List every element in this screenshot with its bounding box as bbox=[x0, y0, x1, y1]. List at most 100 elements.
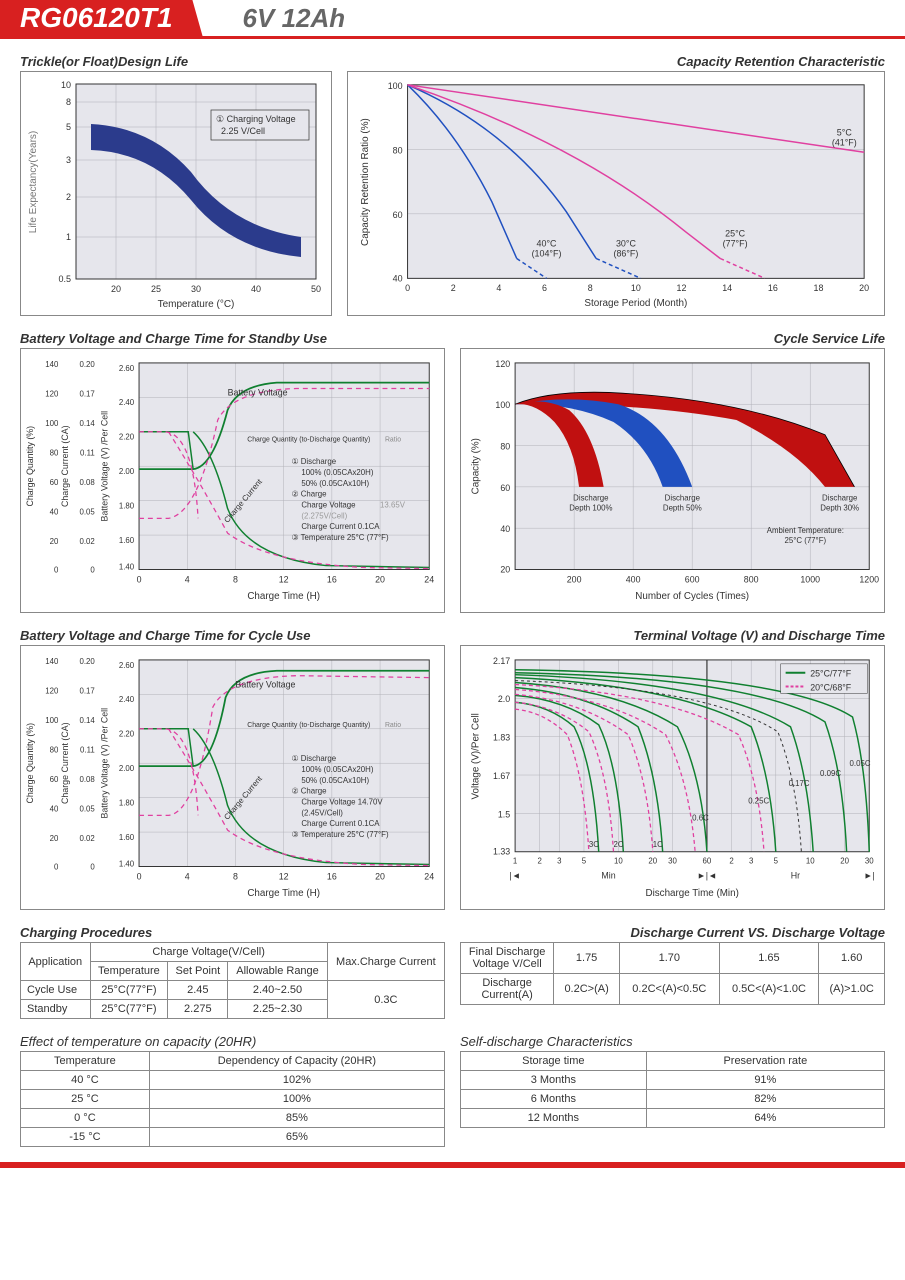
svg-text:Charge Current 0.1CA: Charge Current 0.1CA bbox=[301, 819, 380, 828]
svg-text:0.08: 0.08 bbox=[79, 775, 95, 784]
svg-text:100: 100 bbox=[495, 400, 510, 410]
chart5-title: Battery Voltage and Charge Time for Cycl… bbox=[20, 628, 445, 643]
svg-text:(86°F): (86°F) bbox=[613, 249, 638, 259]
svg-text:800: 800 bbox=[744, 574, 759, 584]
svg-text:1200: 1200 bbox=[859, 574, 879, 584]
svg-text:1.60: 1.60 bbox=[119, 833, 135, 842]
svg-text:Charge Time (H): Charge Time (H) bbox=[247, 888, 320, 899]
svg-text:20: 20 bbox=[840, 857, 849, 866]
svg-text:2.60: 2.60 bbox=[119, 364, 135, 373]
svg-text:Discharge: Discharge bbox=[665, 494, 701, 503]
svg-text:0: 0 bbox=[54, 565, 59, 574]
svg-text:Voltage (V)/Per Cell: Voltage (V)/Per Cell bbox=[471, 713, 482, 799]
svg-text:Charge Quantity (%): Charge Quantity (%) bbox=[25, 723, 35, 804]
svg-text:3: 3 bbox=[557, 857, 562, 866]
svg-text:Ratio: Ratio bbox=[385, 722, 401, 729]
svg-text:Discharge Time (Min): Discharge Time (Min) bbox=[645, 888, 738, 899]
table-row: -15 °C65% bbox=[21, 1128, 445, 1147]
svg-text:10: 10 bbox=[631, 283, 641, 293]
svg-text:30°C: 30°C bbox=[616, 239, 636, 249]
table-row: 3 Months91% bbox=[461, 1071, 885, 1090]
svg-text:Ratio: Ratio bbox=[385, 437, 401, 444]
svg-text:8: 8 bbox=[233, 574, 238, 584]
svg-text:Charge Current (CA): Charge Current (CA) bbox=[60, 425, 70, 507]
svg-text:2: 2 bbox=[66, 192, 71, 202]
table-row: 6 Months82% bbox=[461, 1090, 885, 1109]
svg-text:0.20: 0.20 bbox=[79, 657, 95, 666]
svg-text:2.20: 2.20 bbox=[119, 730, 135, 739]
svg-text:14: 14 bbox=[722, 283, 732, 293]
svg-text:2: 2 bbox=[451, 283, 456, 293]
svg-text:Battery Voltage (V) /Per Cell: Battery Voltage (V) /Per Cell bbox=[100, 708, 110, 819]
content: Trickle(or Float)Design Life ① Charging … bbox=[0, 54, 905, 1147]
svg-text:30: 30 bbox=[191, 284, 201, 294]
page-header: RG06120T1 6V 12Ah bbox=[0, 0, 905, 39]
svg-text:25: 25 bbox=[151, 284, 161, 294]
svg-text:Battery Voltage: Battery Voltage bbox=[228, 387, 288, 397]
svg-text:(104°F): (104°F) bbox=[532, 249, 562, 259]
self-discharge-table: Storage timePreservation rate 3 Months91… bbox=[460, 1051, 885, 1128]
svg-text:0.05C: 0.05C bbox=[850, 759, 871, 768]
svg-text:Charge Quantity (to-Discharge: Charge Quantity (to-Discharge Quantity) bbox=[247, 722, 370, 729]
svg-text:① Discharge: ① Discharge bbox=[292, 754, 337, 763]
svg-text:40: 40 bbox=[500, 524, 510, 534]
svg-text:0: 0 bbox=[90, 862, 95, 871]
svg-text:5: 5 bbox=[66, 122, 71, 132]
svg-text:40: 40 bbox=[393, 273, 403, 283]
svg-text:25°C (77°F): 25°C (77°F) bbox=[784, 536, 826, 545]
svg-text:1.40: 1.40 bbox=[119, 563, 135, 572]
svg-text:30: 30 bbox=[865, 857, 874, 866]
table-header: Charge Voltage(V/Cell) bbox=[90, 943, 327, 962]
svg-text:0.6C: 0.6C bbox=[692, 813, 709, 822]
svg-text:140: 140 bbox=[45, 657, 59, 666]
svg-text:100% (0.05CAx20H): 100% (0.05CAx20H) bbox=[301, 468, 373, 477]
svg-text:0: 0 bbox=[405, 283, 410, 293]
svg-text:60: 60 bbox=[703, 857, 712, 866]
svg-text:2.25 V/Cell: 2.25 V/Cell bbox=[221, 126, 265, 136]
svg-text:Charge Current 0.1CA: Charge Current 0.1CA bbox=[301, 522, 380, 531]
table-header: Preservation rate bbox=[646, 1052, 884, 1071]
svg-text:25°C: 25°C bbox=[725, 229, 745, 239]
svg-text:0.17: 0.17 bbox=[79, 686, 94, 695]
svg-text:2C: 2C bbox=[613, 840, 623, 849]
svg-text:12: 12 bbox=[279, 574, 289, 584]
svg-text:50% (0.05CAx10H): 50% (0.05CAx10H) bbox=[301, 776, 369, 785]
svg-text:24: 24 bbox=[424, 574, 434, 584]
svg-text:Min: Min bbox=[601, 870, 615, 880]
svg-text:1.83: 1.83 bbox=[493, 733, 510, 743]
svg-text:② Charge: ② Charge bbox=[292, 787, 328, 796]
svg-text:1.67: 1.67 bbox=[493, 771, 510, 781]
svg-text:0: 0 bbox=[137, 574, 142, 584]
svg-text:20: 20 bbox=[111, 284, 121, 294]
svg-text:5: 5 bbox=[774, 857, 779, 866]
svg-text:20: 20 bbox=[648, 857, 657, 866]
svg-text:Capacity (%): Capacity (%) bbox=[471, 438, 482, 494]
svg-text:50% (0.05CAx10H): 50% (0.05CAx10H) bbox=[301, 479, 369, 488]
svg-text:5°C: 5°C bbox=[837, 127, 853, 137]
svg-text:140: 140 bbox=[45, 360, 59, 369]
chart6: 25°C/77°F 20°C/68°F 3C2C1C 0.6C0.25C 0.1… bbox=[460, 645, 885, 910]
chart1-title: Trickle(or Float)Design Life bbox=[20, 54, 332, 69]
svg-text:0.02: 0.02 bbox=[79, 537, 94, 546]
chart4-title: Cycle Service Life bbox=[460, 331, 885, 346]
svg-text:(41°F): (41°F) bbox=[832, 137, 857, 147]
svg-text:① Discharge: ① Discharge bbox=[292, 457, 337, 466]
svg-text:2.00: 2.00 bbox=[119, 764, 135, 773]
svg-text:60: 60 bbox=[500, 483, 510, 493]
svg-text:20: 20 bbox=[50, 537, 59, 546]
svg-text:0.11: 0.11 bbox=[80, 448, 95, 457]
svg-text:8: 8 bbox=[233, 871, 238, 881]
svg-text:Ambient Temperature:: Ambient Temperature: bbox=[767, 526, 844, 535]
svg-text:24: 24 bbox=[424, 871, 434, 881]
svg-text:120: 120 bbox=[45, 389, 59, 398]
table-header: Temperature bbox=[90, 962, 168, 981]
svg-text:0.14: 0.14 bbox=[79, 419, 95, 428]
svg-text:60: 60 bbox=[50, 478, 59, 487]
svg-text:Depth 30%: Depth 30% bbox=[820, 503, 859, 512]
svg-text:20: 20 bbox=[375, 574, 385, 584]
svg-text:25°C/77°F: 25°C/77°F bbox=[810, 669, 852, 679]
table-row: 0 °C85% bbox=[21, 1109, 445, 1128]
svg-text:Depth 100%: Depth 100% bbox=[569, 503, 612, 512]
svg-text:80: 80 bbox=[500, 441, 510, 451]
svg-text:30: 30 bbox=[668, 857, 677, 866]
